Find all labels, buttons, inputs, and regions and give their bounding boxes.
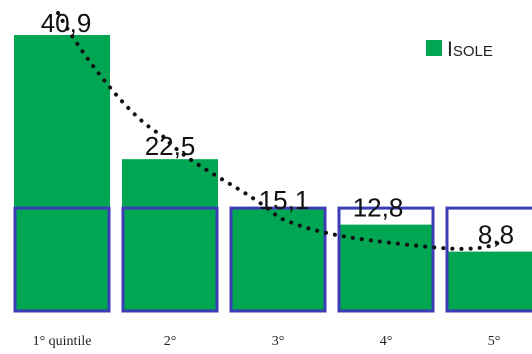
bar-3 bbox=[230, 209, 326, 311]
category-label-2: 2° bbox=[164, 334, 177, 349]
bar-outline-4 bbox=[337, 206, 435, 313]
category-label-5: 5° bbox=[488, 334, 501, 349]
value-label-2: 22,5 bbox=[145, 131, 196, 161]
value-label-1: 40,9 bbox=[41, 8, 92, 38]
bar-outline-1 bbox=[13, 206, 111, 313]
bar-1 bbox=[14, 35, 110, 311]
value-label-3: 15,1 bbox=[259, 185, 310, 215]
trendline bbox=[56, 11, 506, 251]
bars-group bbox=[14, 35, 532, 311]
bar-outline-3 bbox=[229, 206, 327, 313]
category-labels-group: 1° quintile 2° 3° 4° 5° bbox=[33, 334, 501, 349]
value-label-5: 8,8 bbox=[478, 220, 514, 250]
legend-label-rest: SOLE bbox=[453, 43, 493, 60]
bar-outline-5 bbox=[445, 206, 532, 313]
legend-swatch bbox=[426, 40, 442, 56]
legend-label-initial: I bbox=[447, 38, 453, 61]
outlines-group bbox=[13, 206, 532, 313]
bar-2 bbox=[122, 159, 218, 311]
category-label-3: 3° bbox=[272, 334, 285, 349]
legend-label: ISOLE bbox=[447, 38, 493, 61]
legend: ISOLE bbox=[426, 38, 493, 61]
value-label-4: 12,8 bbox=[353, 193, 404, 223]
category-label-1: 1° quintile bbox=[33, 334, 92, 349]
category-label-4: 4° bbox=[380, 334, 393, 349]
bar-outline-2 bbox=[121, 206, 219, 313]
bar-5 bbox=[446, 251, 532, 311]
value-labels-group: 40,9 22,5 15,1 12,8 8,8 bbox=[41, 8, 514, 250]
